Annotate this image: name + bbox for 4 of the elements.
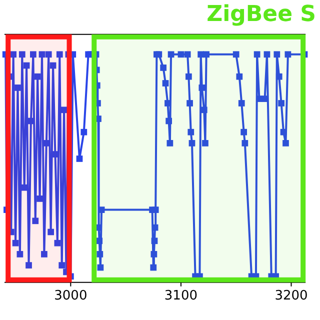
x-tick-label: 3000 xyxy=(54,288,88,304)
x-tick-label: 3100 xyxy=(164,288,198,304)
x-tick-label: 3200 xyxy=(274,288,308,304)
chart-title: ZigBee S xyxy=(206,2,316,27)
